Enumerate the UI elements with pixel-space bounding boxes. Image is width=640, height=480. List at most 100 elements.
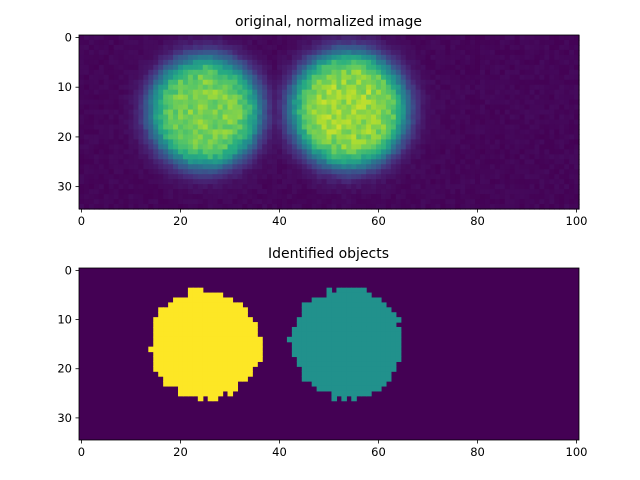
object-2-pixel: [385, 317, 392, 323]
heatmap-cell: [376, 114, 382, 121]
heatmap-cell: [242, 39, 248, 46]
object-1-pixel: [187, 346, 194, 353]
heatmap-cell: [489, 159, 496, 165]
heatmap-cell: [143, 49, 149, 56]
heatmap-cell: [98, 64, 105, 71]
heatmap-cell: [544, 44, 550, 51]
object-2-pixel: [301, 312, 308, 318]
heatmap-cell: [212, 99, 219, 106]
heatmap-cell: [559, 174, 565, 180]
heatmap-cell: [395, 99, 402, 106]
heatmap-cell: [257, 139, 263, 145]
heatmap-cell: [207, 164, 214, 170]
heatmap-cell: [470, 149, 476, 155]
object-1-pixel: [237, 366, 243, 372]
object-1-pixel: [187, 385, 194, 392]
heatmap-cell: [222, 124, 229, 131]
heatmap-cell: [460, 114, 466, 121]
heatmap-cell: [371, 35, 377, 41]
object-2-pixel: [371, 381, 377, 387]
heatmap-cell: [252, 149, 258, 155]
heatmap-cell: [346, 159, 352, 165]
heatmap-cell: [227, 79, 234, 86]
heatmap-cell: [479, 199, 486, 205]
object-2-pixel: [366, 326, 372, 333]
heatmap-cell: [197, 124, 204, 131]
heatmap-cell: [465, 144, 471, 150]
heatmap-cell: [212, 109, 219, 116]
heatmap-cell: [539, 79, 545, 86]
heatmap-cell: [232, 144, 239, 150]
heatmap-cell: [118, 134, 125, 140]
heatmap-cell: [267, 54, 273, 61]
heatmap-cell: [534, 89, 540, 96]
heatmap-cell: [291, 164, 298, 170]
heatmap-cell: [509, 74, 516, 81]
heatmap-cell: [534, 169, 540, 175]
heatmap-cell: [529, 64, 536, 71]
object-2-pixel: [321, 322, 328, 328]
heatmap-cell: [277, 109, 283, 116]
heatmap-cell: [148, 109, 154, 116]
heatmap-cell: [326, 64, 333, 71]
heatmap-cell: [440, 114, 446, 121]
heatmap-cell: [341, 139, 347, 145]
heatmap-cell: [247, 64, 253, 71]
heatmap-cell: [450, 94, 456, 101]
heatmap-cell: [544, 35, 550, 41]
heatmap-cell: [529, 44, 536, 51]
heatmap-cell: [252, 64, 258, 71]
heatmap-cell: [227, 39, 234, 46]
heatmap-cell: [361, 159, 367, 165]
heatmap-cell: [509, 44, 516, 51]
heatmap-cell: [479, 129, 486, 136]
heatmap-cell: [306, 159, 313, 165]
heatmap-cell: [128, 119, 135, 126]
heatmap-cell: [237, 84, 243, 91]
object-2-pixel: [336, 312, 342, 318]
heatmap-cell: [123, 189, 130, 195]
heatmap-cell: [93, 104, 100, 111]
object-1-pixel: [227, 331, 234, 338]
heatmap-cell: [257, 44, 263, 51]
heatmap-cell: [445, 59, 451, 66]
heatmap-cell: [153, 84, 159, 91]
heatmap-cell: [529, 139, 536, 145]
heatmap-cell: [475, 35, 481, 41]
heatmap-cell: [569, 159, 575, 165]
heatmap-cell: [460, 149, 466, 155]
object-1-pixel: [182, 361, 189, 367]
object-2-pixel: [371, 307, 377, 313]
object-2-pixel: [301, 326, 308, 333]
heatmap-cell: [168, 89, 174, 96]
heatmap-cell: [103, 99, 110, 106]
heatmap-cell: [306, 129, 313, 136]
heatmap-cell: [138, 109, 144, 116]
heatmap-cell: [351, 99, 357, 106]
heatmap-cell: [460, 64, 466, 71]
heatmap-cell: [93, 199, 100, 205]
heatmap-cell: [257, 79, 263, 86]
heatmap-cell: [395, 129, 402, 136]
object-2-pixel: [351, 336, 357, 343]
heatmap-cell: [494, 144, 501, 150]
heatmap-cell: [138, 99, 144, 106]
heatmap-cell: [366, 44, 372, 51]
heatmap-cell: [499, 59, 506, 66]
heatmap-cell: [83, 154, 90, 160]
heatmap-cell: [524, 199, 531, 205]
object-1-pixel: [173, 356, 179, 362]
heatmap-cell: [559, 89, 565, 96]
heatmap-cell: [247, 119, 253, 126]
object-2-pixel: [380, 336, 387, 343]
object-2-pixel: [371, 351, 377, 358]
object-2-pixel: [316, 317, 323, 323]
heatmap-cell: [296, 179, 303, 185]
heatmap-cell: [242, 54, 248, 61]
heatmap-cell: [390, 164, 397, 170]
heatmap-cell: [346, 69, 352, 76]
heatmap-cell: [484, 134, 491, 140]
heatmap-cell: [301, 174, 308, 180]
heatmap-cell: [331, 69, 338, 76]
